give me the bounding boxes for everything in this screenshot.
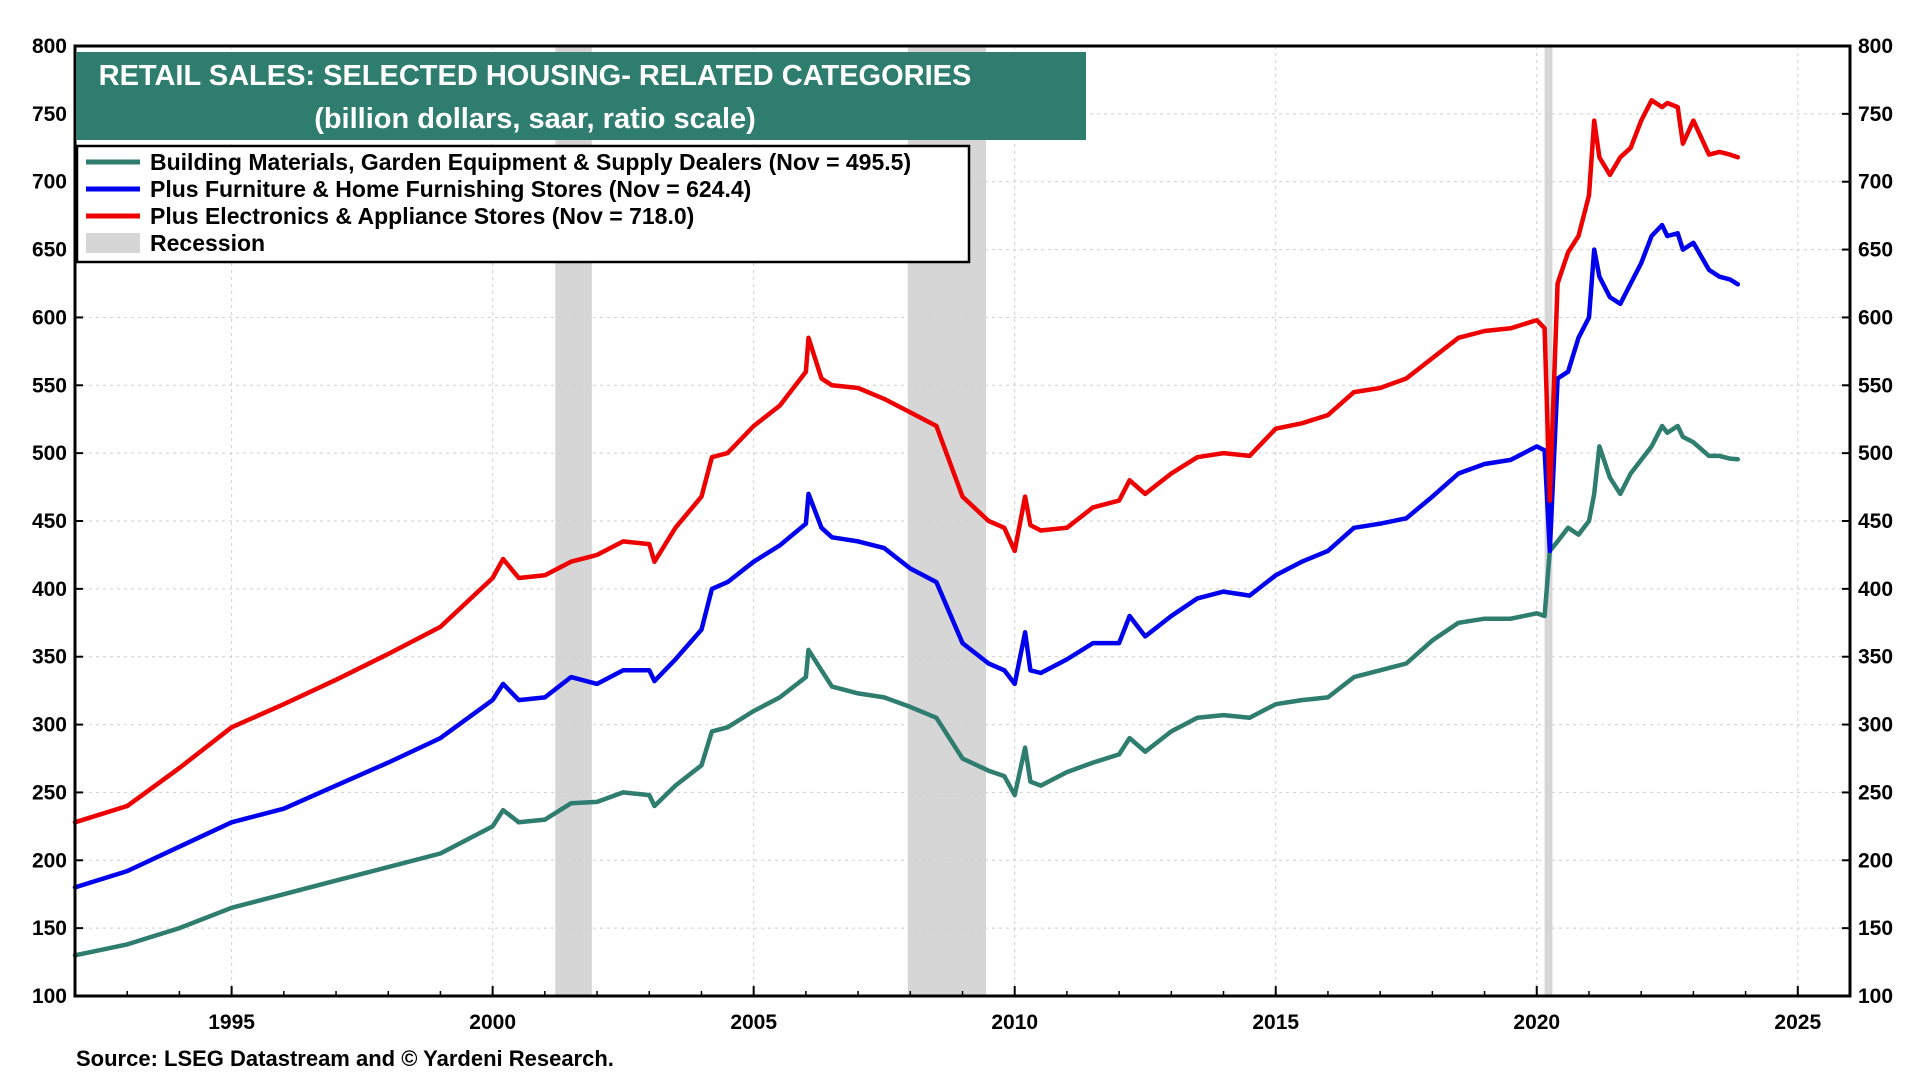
source-note: Source: LSEG Datastream and © Yardeni Re… [76,1046,614,1071]
y-tick-label-left: 700 [32,171,67,194]
y-tick-label-left: 650 [32,239,67,262]
y-tick-label-right: 550 [1858,374,1893,397]
y-tick-label-left: 750 [32,103,67,126]
y-tick-label-left: 300 [32,714,67,737]
x-axis: 1995 2000 2005 2010 2015 2020 2025 [74,986,1851,1034]
y-tick-label-right: 300 [1858,714,1893,737]
legend-swatch-recession [86,233,140,253]
y-tick-label-right: 650 [1858,239,1893,262]
y-tick-label-left: 350 [32,646,67,669]
y-tick-label-left: 150 [32,917,67,940]
y-tick-label-right: 500 [1858,442,1893,465]
legend: Building Materials, Garden Equipment & S… [75,144,971,264]
y-tick-label-right: 350 [1858,646,1893,669]
y-tick-label-right: 100 [1858,985,1893,1008]
series-building [72,423,1741,958]
y-tick-label-left: 200 [32,849,67,872]
x-tick-label: 1995 [208,1011,255,1034]
legend-label-recession: Recession [150,230,265,256]
series-electronics [72,98,1741,825]
x-tick-label: 2010 [991,1011,1038,1034]
y-tick-label-right: 750 [1858,103,1893,126]
chart-title: RETAIL SALES: SELECTED HOUSING- RELATED … [99,60,972,92]
y-tick-label-left: 800 [32,35,67,58]
y-tick-label-right: 600 [1858,306,1893,329]
series-furniture [72,222,1741,890]
y-tick-label-right: 400 [1858,578,1893,601]
y-tick-label-right: 250 [1858,781,1893,804]
x-tick-label: 2015 [1252,1011,1299,1034]
y-tick-label-right: 450 [1858,510,1893,533]
title-box: RETAIL SALES: SELECTED HOUSING- RELATED … [76,52,1086,140]
legend-label-furniture: Plus Furniture & Home Furnishing Stores … [150,176,751,202]
y-tick-label-left: 500 [32,442,67,465]
legend-label-electronics: Plus Electronics & Appliance Stores (Nov… [150,203,694,229]
x-tick-label: 2005 [730,1011,777,1034]
chart-subtitle: (billion dollars, saar, ratio scale) [314,103,756,135]
x-tick-label: 2025 [1774,1011,1821,1034]
x-tick-label: 2000 [469,1011,516,1034]
y-axis-left: 800 750 700 650 600 550 500 450 400 350 300 250 200 1… [32,35,83,1008]
legend-label-building: Building Materials, Garden Equipment & S… [150,149,911,175]
y-tick-label-left: 400 [32,578,67,601]
series-lines [72,98,1741,958]
y-tick-label-left: 100 [32,985,67,1008]
title-background [76,52,1086,140]
y-tick-label-left: 550 [32,374,67,397]
y-axis-right: 800 750 700 650 600 550 500 450 400 350 300 250 200 1… [1842,35,1893,1008]
legend-box [75,144,971,264]
x-tick-label: 2020 [1513,1011,1560,1034]
y-tick-label-left: 450 [32,510,67,533]
y-tick-label-left: 250 [32,781,67,804]
y-tick-label-right: 150 [1858,917,1893,940]
y-tick-label-right: 200 [1858,849,1893,872]
y-tick-label-right: 800 [1858,35,1893,58]
y-tick-label-right: 700 [1858,171,1893,194]
y-tick-label-left: 600 [32,306,67,329]
